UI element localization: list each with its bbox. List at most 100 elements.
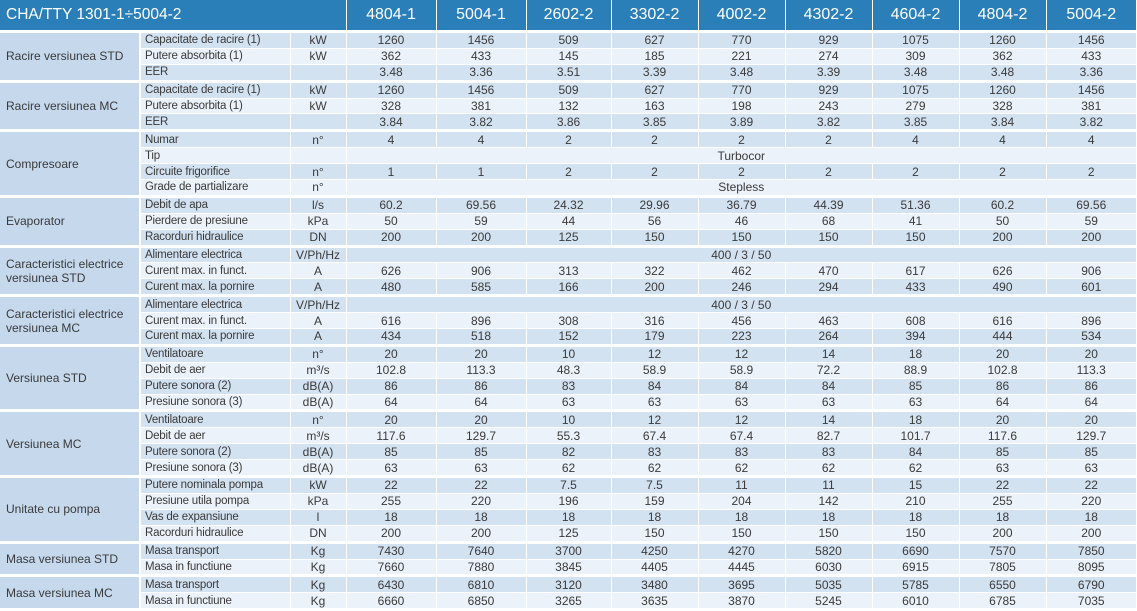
value-cell: 509 <box>526 81 612 99</box>
table-row: Curent max. la pornire A 434 518 152 179 223 26… <box>0 328 1136 347</box>
table-row: Caracteristici electrice versiunea MC Ali… <box>0 295 1136 347</box>
value-cell: 518 <box>436 328 527 347</box>
unit-cell: n° <box>290 345 347 363</box>
parameter-label: Curent max. in funct. <box>140 312 291 330</box>
unit-cell: A <box>290 262 347 280</box>
value-cell: 85 <box>959 443 1047 461</box>
table-row: Racorduri hidraulice DN 200 200 125 150 150 150… <box>0 525 1136 544</box>
unit-cell: kW <box>290 98 347 115</box>
value-cell: 11 <box>785 476 873 494</box>
table-row: Putere sonora (2) dB(A) 85 85 82 83 83 83 84 85 85 <box>0 443 1136 461</box>
value-cell: 12 <box>611 410 699 429</box>
value-cell: 46 <box>698 213 786 230</box>
table-row: Grade de partializare n° Stepless <box>0 179 1136 198</box>
value-cell: 3.89 <box>698 113 786 133</box>
value-cell: 1260 <box>959 33 1047 49</box>
parameter-label: Alimentare electrica <box>140 295 291 314</box>
value-cell: 509 <box>526 33 612 49</box>
unit-cell <box>290 113 347 133</box>
table-row: Circuite frigorifice n° 1 1 2 2 2 2 2 2 2 <box>0 163 1136 181</box>
value-cell: 3.85 <box>872 113 960 133</box>
value-cell: 6010 <box>872 592 960 611</box>
value-cell: 1 <box>346 163 437 181</box>
table-row: Tip Turbocor <box>0 147 1136 165</box>
value-cell: 313 <box>526 262 612 280</box>
value-cell: 362 <box>346 48 437 65</box>
group-label: Masa versiunea STD <box>0 542 141 578</box>
merged-value-cell: Stepless <box>346 179 1136 198</box>
value-cell: 117.6 <box>346 427 437 445</box>
parameter-label: Curent max. la pornire <box>140 328 291 347</box>
value-cell: 490 <box>959 278 1047 298</box>
table-row: Putere sonora (2) dB(A) 86 86 83 84 84 84 85 86 86 <box>0 378 1136 395</box>
value-cell: 63 <box>436 459 527 479</box>
value-cell: 18 <box>698 509 786 526</box>
value-cell: 601 <box>1046 278 1136 298</box>
value-cell: 117.6 <box>959 427 1047 445</box>
value-cell: 29.96 <box>611 196 699 214</box>
unit-cell: V/Ph/Hz <box>290 295 347 314</box>
merged-value-cell: 400 / 3 / 50 <box>346 295 1136 314</box>
value-cell: 7880 <box>436 559 527 578</box>
table-row: Versiunea MC Ventilatoare n° 20 20 10 12 12 14 18… <box>0 410 1136 479</box>
parameter-label: Curent max. la pornire <box>140 278 291 298</box>
parameter-label: Circuite frigorifice <box>140 163 291 181</box>
parameter-label: EER <box>140 64 291 83</box>
table-row: Caracteristici electrice versiunea STD Al… <box>0 246 1136 298</box>
value-cell: 150 <box>872 525 960 544</box>
value-cell: 8095 <box>1046 559 1136 578</box>
value-cell: 22 <box>1046 476 1136 494</box>
value-cell: 83 <box>526 378 612 395</box>
value-cell: 6850 <box>436 592 527 611</box>
value-cell: 328 <box>959 98 1047 115</box>
value-cell: 6915 <box>872 559 960 578</box>
value-cell: 142 <box>785 493 873 510</box>
value-cell: 255 <box>959 493 1047 510</box>
value-cell: 3.85 <box>611 113 699 133</box>
value-cell: 381 <box>436 98 527 115</box>
parameter-label: Debit de apa <box>140 196 291 214</box>
merged-value-cell: 400 / 3 / 50 <box>346 246 1136 264</box>
model-column-header: 5004-2 <box>1046 0 1136 30</box>
value-cell: 5035 <box>785 575 873 594</box>
value-cell: 125 <box>526 229 612 248</box>
value-cell: 2 <box>785 163 873 181</box>
value-cell: 10 <box>526 410 612 429</box>
value-cell: 616 <box>959 312 1047 330</box>
unit-cell: kW <box>290 476 347 494</box>
value-cell: 906 <box>1046 262 1136 280</box>
value-cell: 113.3 <box>436 362 527 379</box>
value-cell: 4445 <box>698 559 786 578</box>
value-cell: 200 <box>959 525 1047 544</box>
value-cell: 150 <box>611 229 699 248</box>
value-cell: 394 <box>872 328 960 347</box>
value-cell: 210 <box>872 493 960 510</box>
unit-cell: Kg <box>290 542 347 560</box>
value-cell: 41 <box>872 213 960 230</box>
model-column-header: 2602-2 <box>526 0 612 30</box>
value-cell: 83 <box>785 443 873 461</box>
value-cell: 456 <box>698 312 786 330</box>
value-cell: 63 <box>346 459 437 479</box>
value-cell: 463 <box>785 312 873 330</box>
value-cell: 2 <box>526 163 612 181</box>
table-row: Unitate cu pompa Putere nominala pompa kW 2… <box>0 476 1136 544</box>
value-cell: 60.2 <box>959 196 1047 214</box>
unit-cell: n° <box>290 410 347 429</box>
merged-value-cell: Turbocor <box>346 147 1136 165</box>
value-cell: 85 <box>436 443 527 461</box>
table-row: Pierdere de presiune kPa 50 59 44 56 46 68 41 50 5… <box>0 213 1136 230</box>
value-cell: 5245 <box>785 592 873 611</box>
value-cell: 63 <box>698 394 786 413</box>
value-cell: 7430 <box>346 542 437 560</box>
group-label: Masa versiunea MC <box>0 575 141 611</box>
unit-cell: Kg <box>290 592 347 611</box>
value-cell: 69.56 <box>1046 196 1136 214</box>
value-cell: 20 <box>959 345 1047 363</box>
table-row: EER 3.48 3.36 3.51 3.39 3.48 3.39 3.48 3.48 3.36 <box>0 64 1136 83</box>
table-row: EER 3.84 3.82 3.86 3.85 3.89 3.82 3.85 3.84 3.82 <box>0 113 1136 133</box>
value-cell: 362 <box>959 48 1047 65</box>
value-cell: 18 <box>611 509 699 526</box>
value-cell: 1075 <box>872 33 960 49</box>
value-cell: 626 <box>346 262 437 280</box>
